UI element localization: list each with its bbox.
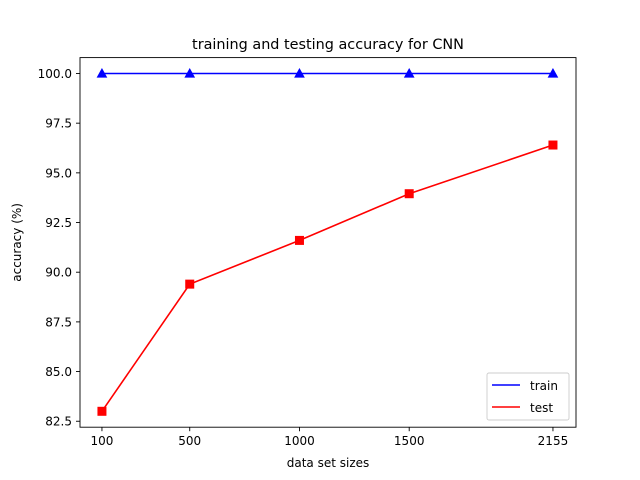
y-tick-label: 90.0 xyxy=(45,266,72,280)
data-point-test xyxy=(185,279,195,289)
legend-label-test: test xyxy=(530,401,553,415)
data-point-train xyxy=(184,67,196,78)
plot-area xyxy=(96,67,559,416)
x-axis-ticks: 100 500 1000 1500 2155 xyxy=(90,427,568,448)
y-axis-label: accuracy (%) xyxy=(10,203,24,282)
data-point-train xyxy=(547,67,559,78)
x-tick-label: 1500 xyxy=(394,434,425,448)
data-point-test xyxy=(294,235,304,245)
y-tick-label: 82.5 xyxy=(45,415,72,429)
y-tick-label: 97.5 xyxy=(45,117,72,131)
data-point-train xyxy=(403,67,415,78)
x-tick-label: 500 xyxy=(178,434,201,448)
data-point-test xyxy=(548,140,558,150)
x-tick-label: 2155 xyxy=(538,434,569,448)
data-point-train xyxy=(96,67,108,78)
legend: train test xyxy=(486,372,570,421)
x-tick-label: 1000 xyxy=(284,434,315,448)
chart-title: training and testing accuracy for CNN xyxy=(192,37,464,53)
data-point-test xyxy=(97,406,107,416)
y-axis-ticks: 82.5 85.0 87.5 90.0 92.5 95.0 97.5 100.0 xyxy=(38,67,80,429)
y-tick-label: 85.0 xyxy=(45,365,72,379)
y-tick-label: 95.0 xyxy=(45,166,72,180)
axes-frame xyxy=(79,57,577,428)
y-tick-label: 92.5 xyxy=(45,216,72,230)
data-point-train xyxy=(294,67,305,78)
data-point-test xyxy=(404,189,414,199)
y-tick-label: 87.5 xyxy=(45,315,72,329)
x-tick-label: 100 xyxy=(90,434,113,448)
series-layer xyxy=(96,67,559,416)
legend-label-train: train xyxy=(530,379,558,393)
y-tick-label: 100.0 xyxy=(38,67,72,81)
x-axis-label: data set sizes xyxy=(287,456,370,470)
